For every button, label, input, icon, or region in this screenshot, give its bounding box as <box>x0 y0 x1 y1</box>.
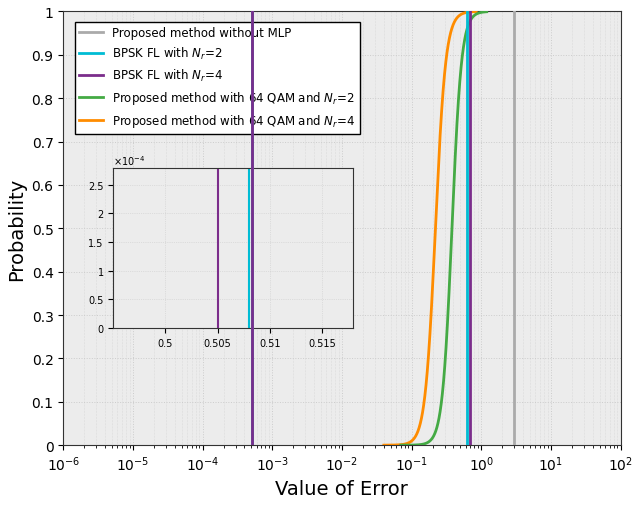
Legend: Proposed method without MLP, BPSK FL with $N_r$=2, BPSK FL with $N_r$=4, Propose: Proposed method without MLP, BPSK FL wit… <box>75 23 360 135</box>
X-axis label: Value of Error: Value of Error <box>275 479 408 498</box>
Y-axis label: Probability: Probability <box>7 177 26 280</box>
